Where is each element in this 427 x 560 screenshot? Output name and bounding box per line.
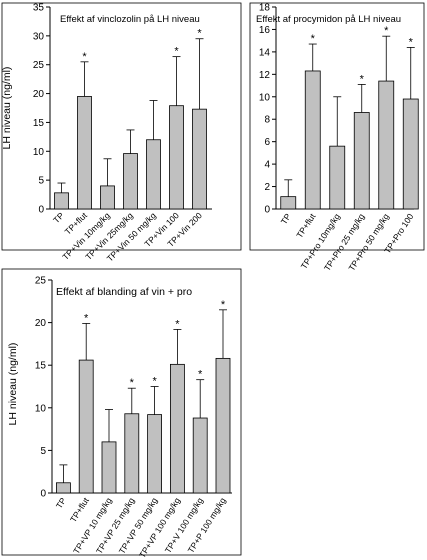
bar <box>169 363 185 494</box>
y-tick-label: 30 <box>33 31 45 42</box>
significance-marker: * <box>409 36 414 48</box>
significance-marker: * <box>174 46 179 58</box>
category-label: TP+flut <box>294 211 318 240</box>
chart-panel-1: 0 5 10 15 20 25 30 35 Effekt af vinclozolin på L… <box>1 2 242 264</box>
y-tick-label: 8 <box>264 115 270 126</box>
chart-panel-3: 0 5 10 15 20 25 Effekt af blanding af vin + pr… <box>1 268 242 560</box>
significance-marker: * <box>360 73 365 85</box>
bar <box>169 105 184 210</box>
bar <box>304 70 321 210</box>
category-label: TP <box>51 210 66 225</box>
bar <box>329 145 346 210</box>
bar <box>78 359 94 494</box>
significance-marker: * <box>175 318 180 330</box>
bar <box>77 96 92 210</box>
bar <box>215 357 231 494</box>
y-tick-label: 0 <box>38 205 44 216</box>
y-tick-label: 6 <box>264 137 270 148</box>
y-tick-label: 25 <box>33 60 45 71</box>
y-axis-label: LH niveau (ng/ml) <box>7 343 19 426</box>
y-tick-label: 10 <box>33 147 45 158</box>
y-tick-label: 15 <box>35 361 47 372</box>
bar <box>353 112 370 210</box>
chart-title: Effekt af blanding af vin + pro <box>56 286 192 298</box>
significance-marker: * <box>384 25 389 37</box>
bar <box>192 108 207 210</box>
y-tick-label: 4 <box>264 160 270 171</box>
y-tick-label: 35 <box>33 3 45 14</box>
bar <box>280 196 297 210</box>
y-tick-label: 12 <box>259 70 271 81</box>
y-tick-label: 2 <box>264 182 270 193</box>
significance-marker: * <box>82 51 87 63</box>
panel-frame <box>1 268 242 556</box>
bar <box>54 192 69 210</box>
significance-marker: * <box>130 377 135 389</box>
bar <box>101 441 117 494</box>
bar <box>56 482 71 494</box>
bar <box>147 414 163 494</box>
significance-marker: * <box>198 369 203 381</box>
bar <box>100 185 115 210</box>
panel-frame <box>249 2 425 251</box>
significance-marker: * <box>221 299 226 311</box>
y-tick-label: 5 <box>38 176 44 187</box>
y-tick-label: 10 <box>259 92 271 103</box>
chart-title: Effekt af vinclozolin på LH niveau <box>60 14 200 25</box>
bar <box>124 413 140 494</box>
significance-marker: * <box>152 376 157 388</box>
y-tick-label: 25 <box>35 276 47 287</box>
y-tick-label: 20 <box>33 89 45 100</box>
y-tick-label: 0 <box>40 489 46 500</box>
bar <box>146 139 161 210</box>
y-tick-label: 14 <box>259 47 271 58</box>
bar <box>123 153 138 210</box>
y-tick-label: 5 <box>40 446 46 457</box>
y-tick-label: 18 <box>259 3 271 14</box>
significance-marker: * <box>311 33 316 45</box>
bar <box>378 80 395 210</box>
category-label: TP+flut <box>68 495 91 524</box>
y-tick-label: 10 <box>35 403 47 414</box>
category-label: TP <box>279 211 293 226</box>
y-axis-label: LH niveau (ng/ml) <box>1 67 13 150</box>
category-label: TP <box>54 495 68 510</box>
y-tick-label: 16 <box>259 25 271 36</box>
bar <box>192 417 208 494</box>
y-tick-label: 15 <box>33 118 45 129</box>
panel-frame <box>1 2 242 251</box>
y-tick-label: 20 <box>35 318 47 329</box>
y-tick-label: 0 <box>264 205 270 216</box>
bar <box>402 98 419 210</box>
significance-marker: * <box>197 28 202 40</box>
significance-marker: * <box>84 312 89 324</box>
chart-title: Effekt af procymidon på LH niveau <box>256 14 401 25</box>
